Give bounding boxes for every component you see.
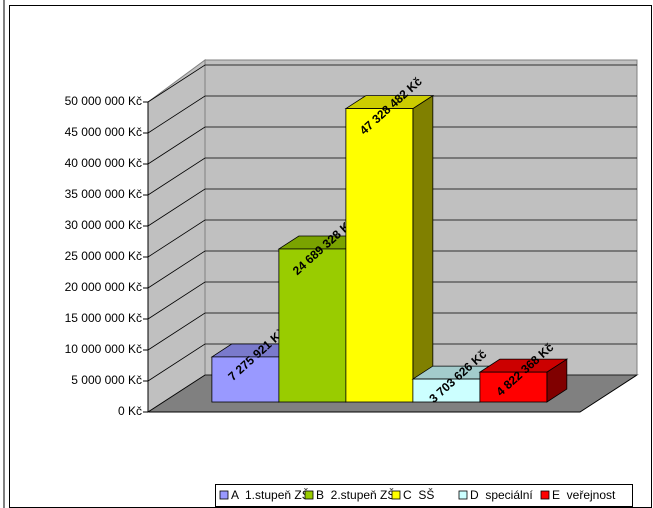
legend-label: D speciální (470, 488, 533, 502)
grid-line (147, 219, 637, 258)
bar (479, 371, 548, 403)
y-tick-label: 30 000 000 Kč (65, 218, 142, 232)
grid-line (147, 157, 637, 196)
grid-line (147, 188, 637, 227)
y-tick-label: 5 000 000 Kč (71, 373, 142, 387)
y-tick-label: 10 000 000 Kč (65, 342, 142, 356)
legend-label: E veřejnost (552, 488, 616, 502)
grid-line (147, 343, 637, 382)
legend-swatch (391, 490, 401, 500)
y-tick-label: 40 000 000 Kč (65, 156, 142, 170)
grid-line (147, 95, 637, 134)
y-tick-label: 20 000 000 Kč (65, 280, 142, 294)
legend-label: B 2.stupeň ZŠ (316, 487, 395, 502)
legend-swatch (219, 490, 229, 500)
grid-line (147, 126, 637, 165)
grid-line (147, 312, 637, 351)
y-tick-label: 25 000 000 Kč (65, 249, 142, 263)
bar (211, 356, 280, 403)
grid-line (147, 250, 637, 289)
y-tick-label: 35 000 000 Kč (65, 187, 142, 201)
y-tick-label: 50 000 000 Kč (65, 94, 142, 108)
y-tick-label: 45 000 000 Kč (65, 125, 142, 139)
y-tick-label: 15 000 000 Kč (65, 311, 142, 325)
legend-swatch (458, 490, 468, 500)
legend-swatch (304, 490, 314, 500)
grid-line (147, 64, 637, 103)
legend-label: A 1.stupeň ZŠ (231, 487, 310, 502)
bar-side (412, 94, 434, 403)
y-tick-label: 0 Kč (118, 404, 142, 418)
side-wall (147, 59, 206, 413)
legend (215, 484, 633, 507)
bar (278, 248, 347, 403)
legend-label: C SŠ (403, 487, 434, 502)
grid-line (147, 281, 637, 320)
legend-swatch (540, 490, 550, 500)
bar (345, 108, 414, 403)
